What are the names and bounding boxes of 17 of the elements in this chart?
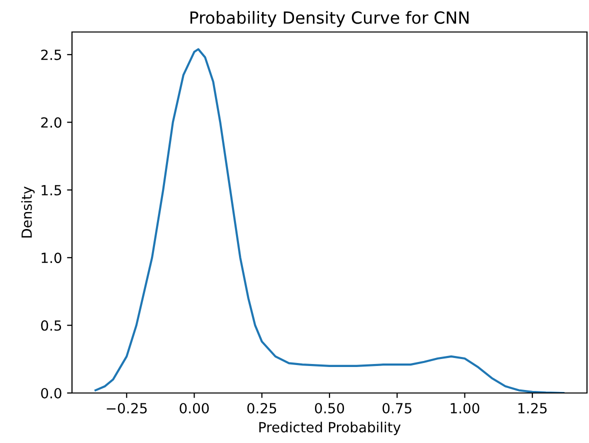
x-tick-label: 0.50 bbox=[314, 402, 344, 414]
x-axis-title: Predicted Probability bbox=[259, 422, 401, 436]
x-tick-label: 1.25 bbox=[518, 402, 547, 414]
y-tick-label: 0.0 bbox=[41, 388, 62, 398]
y-tick-label: 2.0 bbox=[41, 117, 62, 128]
y-tick-label: 1.5 bbox=[42, 185, 62, 196]
line-series bbox=[94, 48, 565, 393]
chart-title: Probability Density Curve for CNN bbox=[190, 11, 469, 28]
y-tick-label: 1.0 bbox=[42, 252, 62, 264]
x-tick-label: 1.00 bbox=[450, 402, 480, 414]
y-axis-title: Density bbox=[21, 186, 35, 238]
x-tick-label: −0.25 bbox=[106, 402, 147, 414]
y-tick-label: 2.5 bbox=[41, 50, 62, 60]
y-tick-label: 0.5 bbox=[41, 320, 62, 331]
x-tick-label: 0.00 bbox=[180, 402, 209, 414]
x-tick-label: 0.75 bbox=[382, 402, 412, 414]
x-tick-label: 0.25 bbox=[247, 402, 276, 414]
